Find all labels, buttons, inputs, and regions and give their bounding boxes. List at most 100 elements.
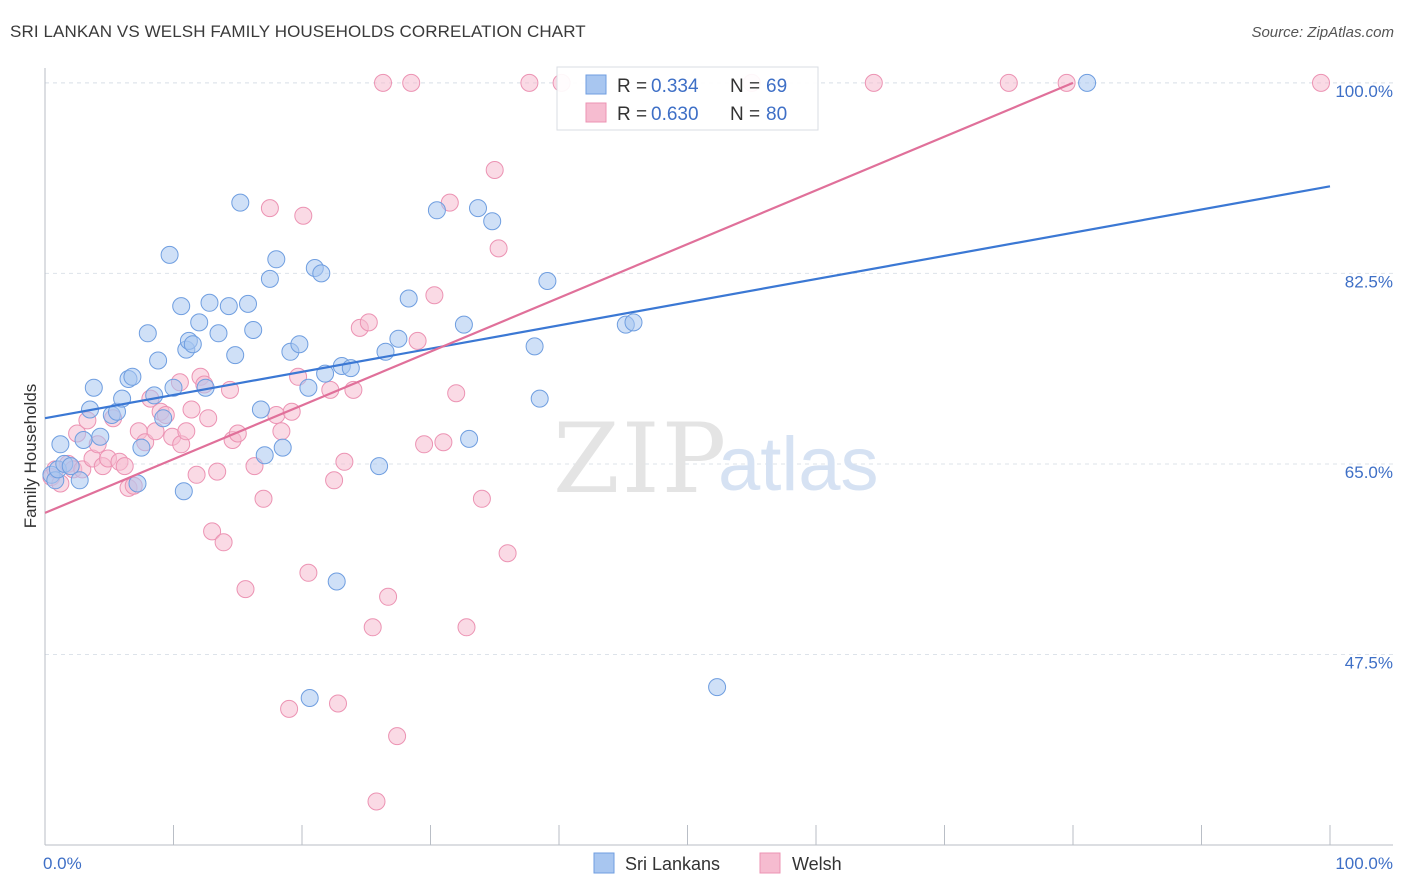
- sri-lankan-point: [483, 212, 502, 231]
- welsh-point: [228, 424, 247, 443]
- welsh-point: [214, 533, 233, 552]
- sri-lankan-point: [624, 313, 643, 332]
- welsh-point: [280, 699, 299, 718]
- watermark-zip: ZIP: [553, 403, 728, 515]
- welsh-point: [236, 580, 255, 599]
- sri-lankan-point: [251, 400, 270, 419]
- sri-lankan-point: [70, 471, 89, 490]
- sri-lankan-point: [525, 337, 544, 356]
- welsh-point: [388, 727, 407, 746]
- sri-lankan-point: [389, 329, 408, 348]
- sri-lankan-point: [370, 457, 389, 476]
- welsh-point: [999, 73, 1018, 92]
- sri-lankan-point: [91, 427, 110, 446]
- welsh-point: [498, 544, 517, 563]
- legend-r-label-2: R =: [617, 104, 647, 125]
- sri-lankan-point: [327, 572, 346, 591]
- legend-r-value-2: 0.630: [651, 104, 699, 125]
- welsh-point: [379, 587, 398, 606]
- axes: 47.5% 65.0% 82.5% 100.0% 0.0% 100.0% Family Ho…: [21, 68, 1393, 873]
- sri-lankan-point: [51, 435, 70, 454]
- x-tick-label: 0.0%: [43, 854, 82, 873]
- trend-lines: [44, 81, 1331, 514]
- y-axis-title: Family Households: [21, 384, 40, 529]
- sri-lankan-point: [84, 378, 103, 397]
- y-tick-label: 65.0%: [1345, 463, 1393, 482]
- legend-r-value-1: 0.334: [651, 76, 699, 97]
- sri-lankan-point: [399, 289, 418, 308]
- welsh-point: [408, 331, 427, 350]
- welsh-point: [208, 462, 227, 481]
- sri-lankan-point: [145, 386, 164, 405]
- bottom-legend: Sri Lankans Welsh: [593, 852, 842, 874]
- legend: R = 0.334 N = 69 R = 0.630 N = 80: [556, 66, 819, 131]
- welsh-point: [434, 433, 453, 452]
- welsh-point: [182, 400, 201, 419]
- grid-lines: [45, 82, 1393, 655]
- welsh-point: [329, 694, 347, 713]
- welsh-point: [472, 489, 491, 508]
- welsh-point: [367, 792, 386, 811]
- sri-lankan-point: [290, 335, 309, 354]
- y-tick-label: 100.0%: [1335, 82, 1393, 101]
- sri-lankan-point: [174, 482, 193, 501]
- x-tick-label: 100.0%: [1335, 854, 1393, 873]
- legend-swatch-sri-lankans: [585, 74, 607, 95]
- bottom-legend-swatch-sri-lankans: [593, 852, 615, 874]
- sri-lankan-point: [132, 438, 151, 457]
- welsh-point: [374, 73, 392, 92]
- sri-lankan-point: [226, 346, 245, 365]
- sri-lankan-point: [123, 367, 142, 386]
- sri-lankan-point: [538, 272, 557, 290]
- sri-lankan-point: [138, 324, 157, 343]
- sri-lankan-point: [300, 689, 319, 707]
- sri-lankan-point: [273, 438, 292, 457]
- legend-n-value-1: 69: [766, 76, 787, 97]
- data-points: [42, 73, 1330, 811]
- welsh-point: [415, 435, 434, 454]
- watermark-atlas: atlas: [718, 422, 879, 507]
- sri-lankan-point: [427, 201, 446, 220]
- welsh-point: [115, 457, 134, 476]
- sri-lankan-point: [149, 351, 168, 370]
- sri-lankan-point: [172, 297, 191, 316]
- welsh-point: [199, 409, 218, 428]
- bottom-legend-sri-lankans: Sri Lankans: [625, 854, 720, 874]
- source-label: Source: ZipAtlas.com: [1251, 24, 1394, 41]
- sri-lankans-trend-line: [44, 185, 1331, 420]
- bottom-legend-swatch-welsh: [759, 852, 781, 874]
- bottom-legend-welsh: Welsh: [792, 854, 842, 874]
- sri-lankan-point: [267, 250, 286, 269]
- sri-lankan-point: [708, 678, 727, 697]
- legend-n-label-1: N =: [730, 76, 760, 97]
- sri-lankan-point: [61, 457, 80, 476]
- chart-title: SRI LANKAN VS WELSH FAMILY HOUSEHOLDS CO…: [10, 22, 586, 41]
- sri-lankan-point: [299, 378, 318, 397]
- sri-lankan-point: [154, 409, 173, 428]
- sri-lankan-point: [469, 199, 487, 218]
- welsh-point: [363, 618, 382, 637]
- welsh-point: [457, 618, 476, 637]
- welsh-point: [447, 384, 466, 403]
- sri-lankan-point: [200, 293, 219, 312]
- legend-swatch-welsh: [585, 102, 607, 123]
- sri-lankan-point: [460, 429, 479, 448]
- welsh-point: [359, 313, 378, 332]
- welsh-point: [425, 286, 444, 305]
- sri-lankan-point: [190, 313, 209, 332]
- welsh-point: [402, 73, 421, 92]
- sri-lankan-point: [255, 446, 274, 465]
- welsh-point: [489, 239, 508, 258]
- y-tick-label: 82.5%: [1345, 272, 1393, 291]
- sri-lankan-point: [239, 294, 257, 313]
- welsh-point: [520, 73, 539, 92]
- welsh-point: [294, 206, 313, 225]
- sri-lankan-point: [454, 315, 473, 334]
- welsh-point: [485, 161, 504, 179]
- sri-lankan-point: [530, 389, 549, 408]
- welsh-point: [260, 199, 279, 218]
- welsh-point: [299, 563, 318, 582]
- legend-r-label-1: R =: [617, 76, 647, 97]
- legend-n-label-2: N =: [730, 104, 760, 125]
